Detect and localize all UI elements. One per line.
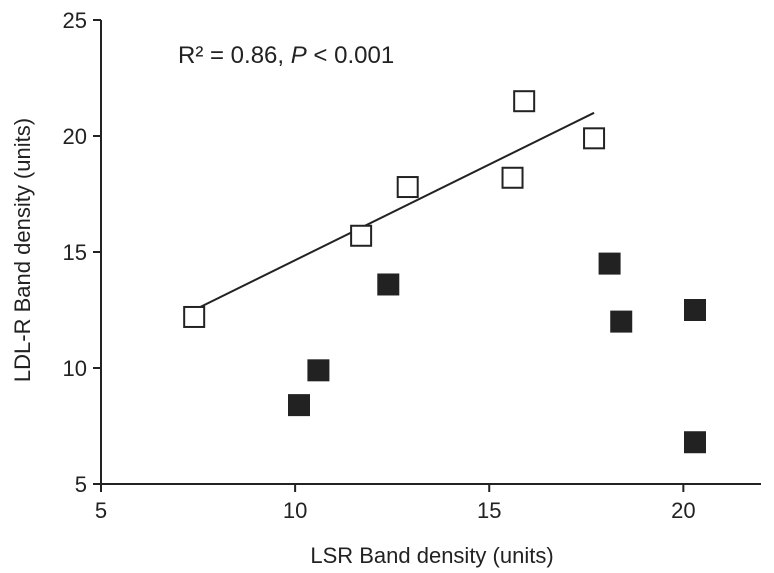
- axes: 5 10 15 20 25 5 10 15 20: [63, 8, 761, 523]
- filled-square-point: [288, 394, 310, 417]
- stat-annotation: R² = 0.86, P < 0.001: [178, 42, 394, 69]
- y-tick-label: 20: [63, 124, 87, 149]
- filled-square-point: [610, 310, 633, 333]
- x-tick-label: 15: [477, 498, 501, 523]
- open-square-point: [513, 90, 536, 113]
- data-points: [183, 90, 706, 454]
- y-tick-label: 5: [75, 472, 87, 497]
- trendline: [193, 111, 595, 311]
- x-tick-label: 20: [671, 498, 695, 523]
- trendlines: [193, 111, 595, 311]
- open-square-point: [583, 127, 606, 150]
- y-tick-label: 25: [63, 8, 87, 33]
- x-axis-label: LSR Band density (units): [310, 543, 553, 568]
- open-square-point: [501, 166, 524, 189]
- y-tick-label: 15: [63, 240, 87, 265]
- stat-annotation-suffix: < 0.001: [307, 42, 394, 69]
- x-tick-label: 5: [95, 498, 107, 523]
- filled-square-point: [598, 252, 621, 275]
- x-tick-label: 10: [283, 498, 307, 523]
- y-axis-label: LDL-R Band density (units): [10, 118, 35, 382]
- open-square-point: [183, 305, 206, 328]
- stat-annotation-p: P: [291, 42, 307, 69]
- filled-square-point: [684, 431, 706, 454]
- open-square-point: [350, 224, 373, 247]
- open-square-point: [396, 176, 419, 199]
- filled-square-point: [684, 299, 706, 321]
- stat-annotation-prefix: R² = 0.86,: [178, 42, 291, 69]
- y-tick-label: 10: [63, 356, 87, 381]
- filled-square-point: [377, 273, 400, 296]
- filled-square-point: [307, 359, 330, 382]
